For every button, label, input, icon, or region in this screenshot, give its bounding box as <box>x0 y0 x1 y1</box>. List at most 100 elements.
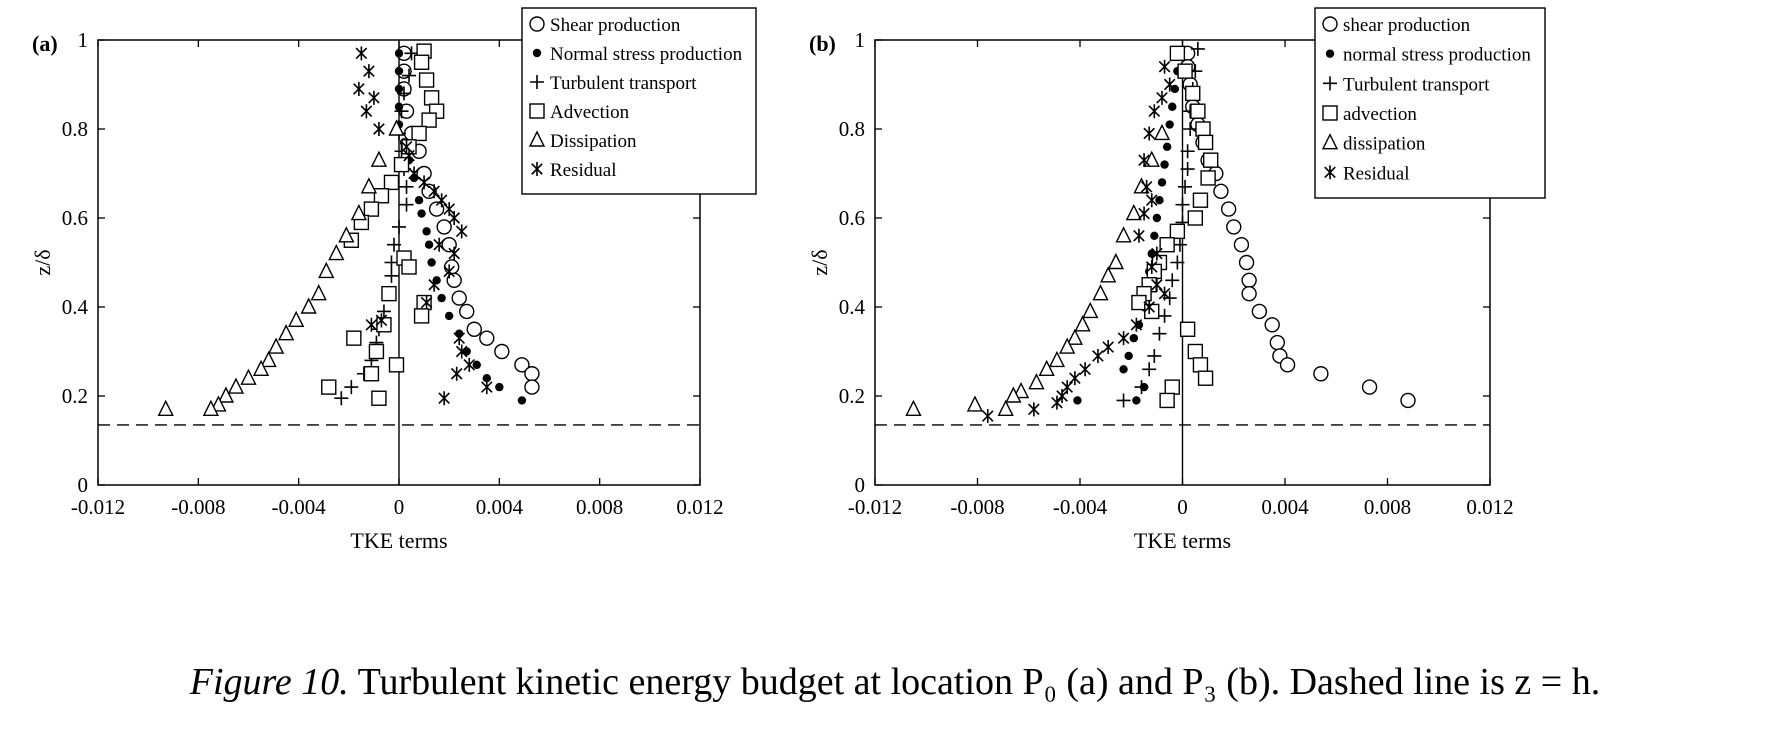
y-tick-label: 1 <box>78 28 89 52</box>
data-point <box>1159 392 1175 409</box>
data-point <box>905 399 922 417</box>
data-point <box>1169 223 1186 240</box>
legend-entry: Residual <box>1343 163 1410 184</box>
data-point <box>1179 321 1196 337</box>
data-point <box>1197 134 1214 151</box>
data-point <box>355 46 368 61</box>
series-residual <box>981 59 1176 424</box>
series-dissipation <box>157 119 405 417</box>
data-point <box>399 179 414 194</box>
data-point <box>1238 254 1255 271</box>
data-point <box>338 226 355 243</box>
data-point <box>1251 303 1268 320</box>
y-tick-label: 0.4 <box>839 295 866 319</box>
data-point <box>1269 334 1286 351</box>
data-point <box>402 68 417 83</box>
data-point <box>392 219 406 234</box>
y-tick-label: 1 <box>855 28 866 52</box>
x-tick-label: -0.012 <box>848 495 902 519</box>
data-point <box>1147 348 1162 363</box>
data-point <box>1175 197 1190 212</box>
data-point <box>1102 340 1115 355</box>
data-point <box>981 409 994 424</box>
data-point <box>1059 337 1076 354</box>
data-point <box>363 366 380 382</box>
data-point <box>435 193 448 208</box>
data-point <box>448 211 460 225</box>
data-point <box>1195 121 1211 137</box>
data-point <box>1313 366 1329 382</box>
data-point <box>1180 162 1195 177</box>
data-point <box>363 64 375 79</box>
data-point <box>1160 160 1169 169</box>
data-point <box>368 343 385 360</box>
data-point <box>423 90 440 106</box>
data-point <box>399 197 414 212</box>
legend-entry: Turbulent transport <box>1343 74 1490 95</box>
data-point <box>1163 77 1176 92</box>
data-point <box>397 86 412 101</box>
data-point <box>1116 393 1131 408</box>
legend-marker <box>1323 76 1337 91</box>
series-shear-production <box>396 45 540 395</box>
data-point <box>441 236 457 253</box>
data-point <box>334 391 349 406</box>
data-point <box>328 244 345 261</box>
data-point <box>459 303 475 320</box>
data-point <box>420 295 433 310</box>
legend-marker <box>1325 49 1335 58</box>
data-point <box>453 331 466 346</box>
data-point <box>1152 326 1167 341</box>
data-point <box>384 255 399 270</box>
data-point <box>1169 45 1186 62</box>
legend-entry: advection <box>1343 104 1417 125</box>
data-point <box>1158 286 1171 301</box>
legend-entry: dissipation <box>1343 134 1426 155</box>
data-point <box>494 343 510 360</box>
data-point <box>1164 379 1180 395</box>
legend-entry: Turbulent transport <box>550 73 697 94</box>
data-point <box>1187 210 1204 226</box>
data-point <box>217 386 235 403</box>
data-point <box>1133 228 1145 243</box>
data-point <box>1400 392 1416 409</box>
x-tick-label: 0.008 <box>576 495 623 519</box>
data-point <box>428 277 440 292</box>
data-point <box>1157 178 1167 187</box>
data-point <box>1159 236 1175 253</box>
data-point <box>1197 370 1214 386</box>
x-tick-label: 0.004 <box>1261 495 1309 519</box>
data-point <box>422 227 431 236</box>
data-point <box>1233 236 1250 253</box>
data-point <box>417 209 426 218</box>
y-tick-label: 0.6 <box>839 206 865 230</box>
data-point <box>373 122 385 136</box>
data-point <box>365 317 378 332</box>
data-point <box>344 380 359 395</box>
data-point <box>482 374 491 383</box>
data-point <box>1130 317 1143 332</box>
data-point <box>414 196 424 205</box>
data-point <box>1069 371 1081 386</box>
data-point <box>455 224 468 239</box>
data-point <box>400 139 413 154</box>
legend-marker <box>1322 16 1338 32</box>
data-point <box>413 54 430 70</box>
panel-label: (b) <box>809 31 836 56</box>
data-point <box>1143 150 1160 167</box>
data-point <box>1073 396 1082 405</box>
data-point <box>383 174 400 191</box>
data-point <box>384 268 399 283</box>
data-point <box>403 148 415 163</box>
data-point <box>455 344 468 359</box>
data-point <box>443 259 460 275</box>
data-point <box>368 90 380 105</box>
data-point <box>288 310 305 328</box>
data-point <box>517 396 527 405</box>
data-point <box>1177 63 1193 79</box>
data-point <box>300 297 317 314</box>
data-point <box>1158 59 1171 74</box>
legend-entry: Normal stress production <box>550 44 743 65</box>
y-axis-label: z/δ <box>807 249 832 275</box>
x-tick-label: 0 <box>1177 495 1188 519</box>
